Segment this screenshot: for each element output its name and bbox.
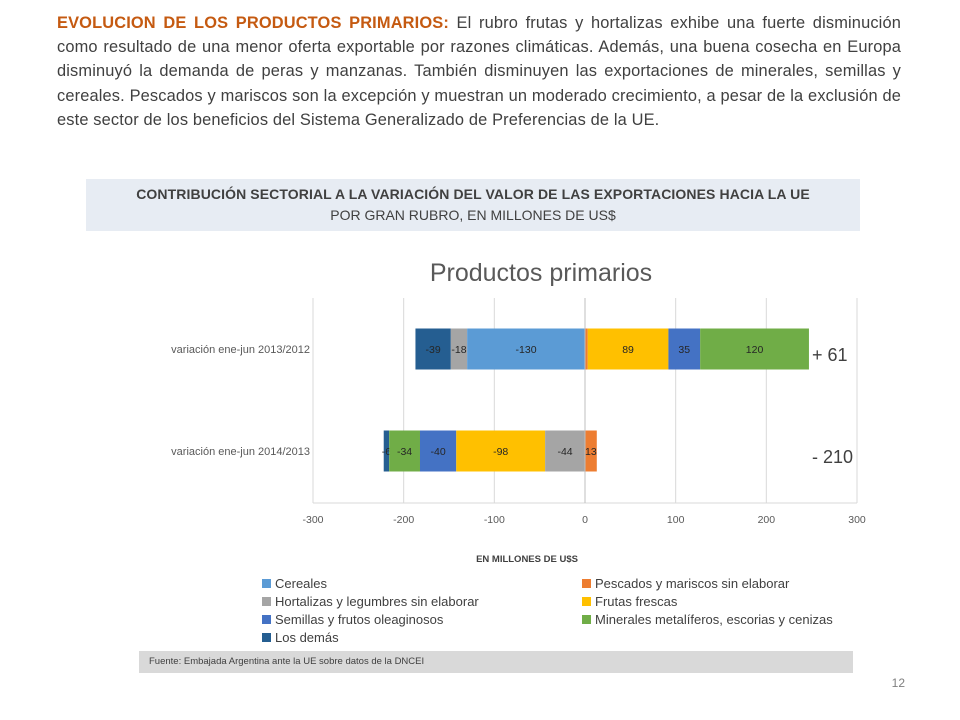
data-label: 13 [585,446,597,458]
legend-swatch [582,579,591,588]
category-label: variación ene-jun 2013/2012 [171,344,310,356]
legend-swatch [262,597,271,606]
total-annotation: - 210 [812,447,853,467]
legend-label: Los demás [275,630,339,645]
data-label: -40 [431,446,446,458]
data-label: -39 [426,344,441,356]
data-label: -44 [557,446,572,458]
source-note: Fuente: Embajada Argentina ante la UE so… [139,651,853,673]
legend-label: Minerales metalíferos, escorias y ceniza… [595,612,833,627]
legend-swatch [262,579,271,588]
data-label: 120 [746,344,764,356]
intro-lead: EVOLUCION DE LOS PRODUCTOS PRIMARIOS: [57,14,449,32]
legend-label: Hortalizas y legumbres sin elaborar [275,594,479,609]
legend-label: Frutas frescas [595,594,678,609]
intro-body: El rubro frutas y hortalizas exhibe una … [57,14,902,129]
x-tick-label: -200 [393,514,414,526]
x-axis-title: EN MILLONES DE U$S [476,554,578,565]
chart-banner: CONTRIBUCIÓN SECTORIAL A LA VARIACIÓN DE… [86,179,860,231]
bar-segment [456,430,546,472]
bar-segment [419,430,457,472]
legend-label: Cereales [275,576,328,591]
data-label: -98 [493,446,508,458]
legend-label: Semillas y frutos oleaginosos [275,612,444,627]
data-label: -34 [397,446,412,458]
x-tick-label: 300 [848,514,866,526]
legend-swatch [262,633,271,642]
data-label: 89 [622,344,634,356]
legend-swatch [582,597,591,606]
category-label: variación ene-jun 2014/2013 [171,446,310,458]
x-tick-label: 200 [758,514,776,526]
bar-segment [415,328,451,370]
data-label: -130 [516,344,537,356]
bar-segment [389,430,420,472]
legend-swatch [262,615,271,624]
bar-segment [450,328,468,370]
bar-segment [545,430,585,472]
bar-segment [585,430,597,472]
x-tick-label: 0 [582,514,588,526]
total-annotation: + 61 [812,345,848,365]
data-label: 35 [678,344,690,356]
legend-swatch [582,615,591,624]
page-number: 12 [891,676,905,690]
chart-title: Productos primarios [430,259,652,287]
banner-title: CONTRIBUCIÓN SECTORIAL A LA VARIACIÓN DE… [136,186,810,202]
x-tick-label: -100 [484,514,505,526]
legend-label: Pescados y mariscos sin elaborar [595,576,790,591]
bar-segment [587,328,669,370]
bar-segment [700,328,809,370]
x-tick-label: -300 [302,514,323,526]
data-label: -6 [382,446,391,458]
bar-segment [383,430,390,472]
intro-paragraph: EVOLUCION DE LOS PRODUCTOS PRIMARIOS: El… [57,11,901,132]
data-label: -18 [451,344,466,356]
bar-segment [585,328,588,370]
bar-segment [668,328,701,370]
x-tick-label: 100 [667,514,685,526]
banner-subtitle: POR GRAN RUBRO, EN MILLONES DE US$ [330,207,616,223]
bar-segment [467,328,585,370]
